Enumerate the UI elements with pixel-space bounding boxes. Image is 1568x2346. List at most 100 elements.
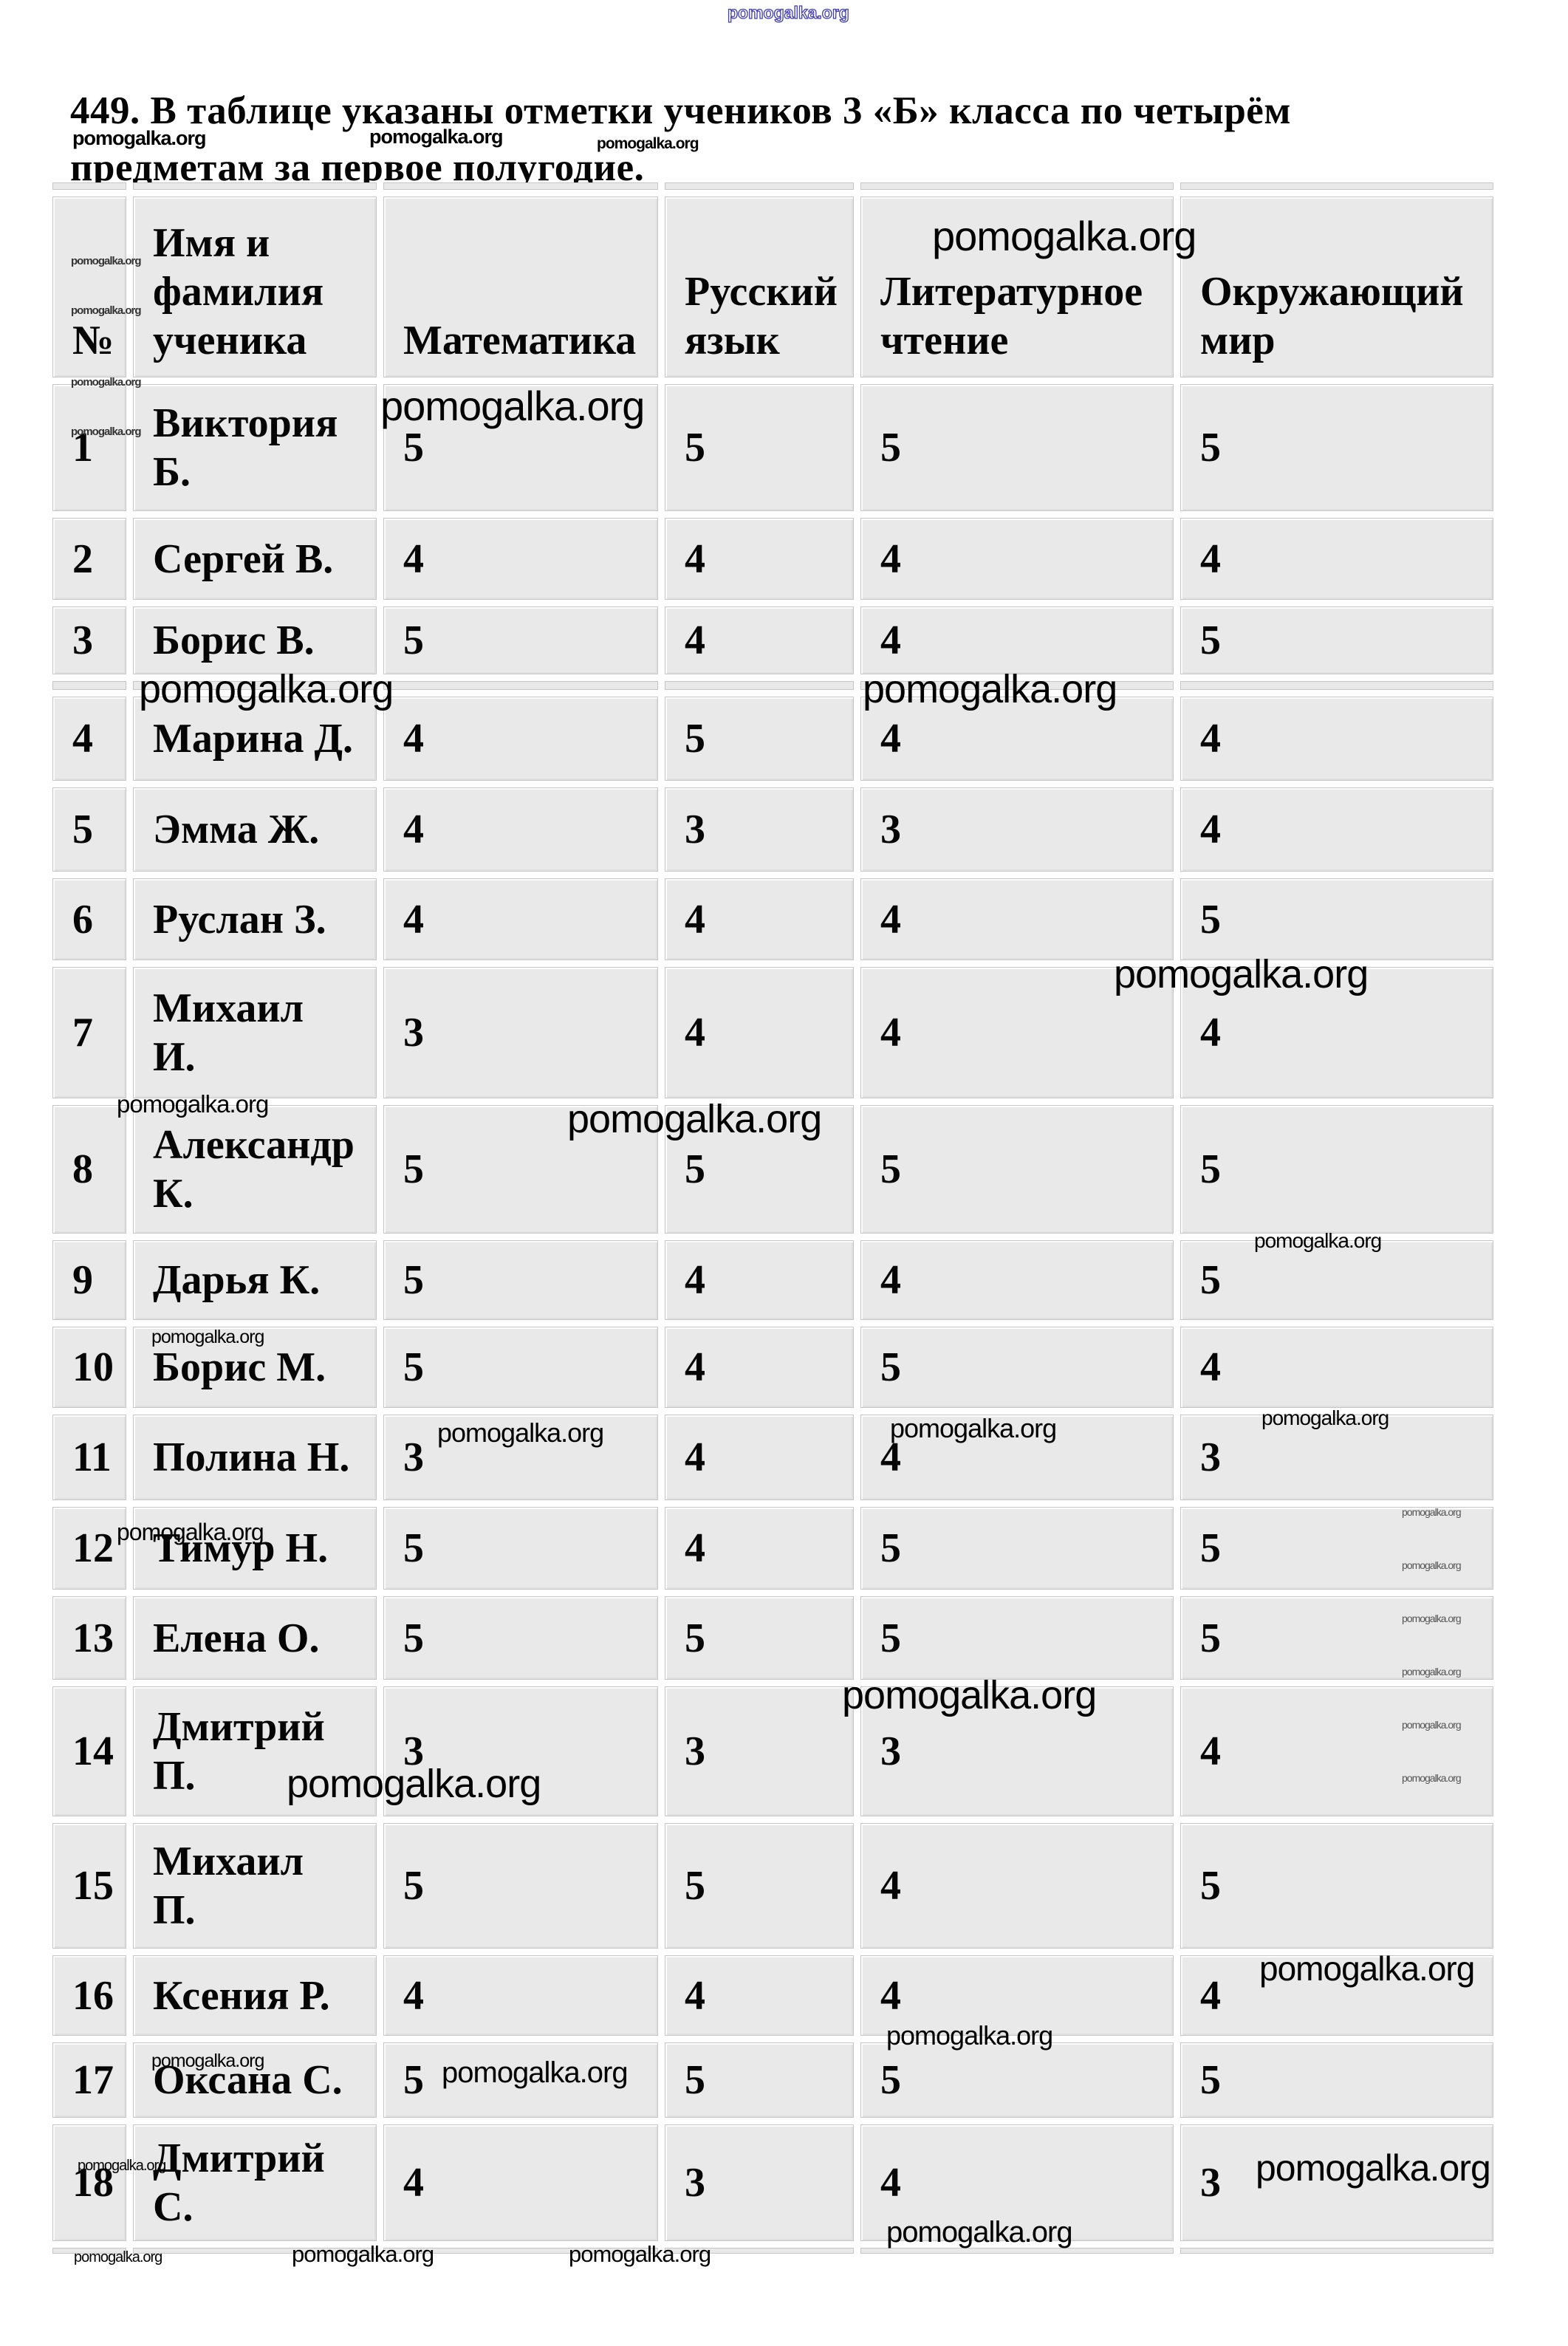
- table-header-row: № Имя и фамилия ученика Математика Русский …: [52, 196, 1493, 377]
- table-row: 18 Дмитрий С. 4 3 4 3: [52, 2124, 1493, 2241]
- row-number-cell: 12: [52, 1507, 126, 1590]
- grade-cell: 5: [1180, 1105, 1493, 1234]
- row-number-cell: 2: [52, 518, 126, 600]
- row-number-cell: 3: [52, 606, 126, 674]
- page-title: 449. В таблице указаны отметки учеников …: [70, 89, 1291, 189]
- spacer-cell: [133, 681, 377, 690]
- student-name-cell: Елена О.: [133, 1596, 377, 1680]
- student-name-cell: Борис В.: [133, 606, 377, 674]
- grade-cell: 5: [1180, 1507, 1493, 1590]
- table-spacer-strip: [52, 2248, 1493, 2254]
- spacer-cell: [860, 2248, 1174, 2254]
- table-row: 12 Тимур Н. 5 4 5 5: [52, 1507, 1493, 1590]
- grade-cell: 4: [860, 606, 1174, 674]
- table-row: 4 Марина Д. 4 5 4 4: [52, 697, 1493, 781]
- grade-cell: 5: [383, 1823, 658, 1949]
- grade-cell: 5: [1180, 1596, 1493, 1680]
- table-spacer-strip: [52, 182, 1493, 190]
- grade-cell: 4: [860, 697, 1174, 781]
- grade-cell: 5: [665, 2042, 854, 2118]
- row-number-cell: 11: [52, 1415, 126, 1500]
- spacer-cell: [52, 2248, 126, 2254]
- grade-cell: 3: [860, 1686, 1174, 1816]
- student-name-cell: Тимур Н.: [133, 1507, 377, 1590]
- grade-cell: 3: [383, 1686, 658, 1816]
- grade-cell: 4: [860, 2124, 1174, 2241]
- table-row: 8 Александр К. 5 5 5 5: [52, 1105, 1493, 1234]
- table-row: 2 Сергей В. 4 4 4 4: [52, 518, 1493, 600]
- grade-cell: 5: [860, 1105, 1174, 1234]
- student-name-cell: Марина Д.: [133, 697, 377, 781]
- grade-cell: 5: [383, 1596, 658, 1680]
- column-header: №: [52, 196, 126, 377]
- row-number-cell: 10: [52, 1327, 126, 1408]
- grade-cell: 3: [665, 2124, 854, 2241]
- grade-cell: 5: [383, 2042, 658, 2118]
- grade-cell: 5: [665, 697, 854, 781]
- spacer-cell: [665, 2248, 854, 2254]
- student-name-cell: Михаил И.: [133, 967, 377, 1098]
- grade-cell: 5: [1180, 878, 1493, 960]
- spacer-cell: [1180, 2248, 1493, 2254]
- row-number-cell: 14: [52, 1686, 126, 1816]
- table-row: 15 Михаил П. 5 5 4 5: [52, 1823, 1493, 1949]
- row-number-cell: 9: [52, 1240, 126, 1320]
- grades-table: № Имя и фамилия ученика Математика Русский …: [46, 176, 1500, 2260]
- student-name-cell: Сергей В.: [133, 518, 377, 600]
- watermark: pomogalka.org: [727, 3, 849, 22]
- grade-cell: 4: [665, 1240, 854, 1320]
- table-row: 13 Елена О. 5 5 5 5: [52, 1596, 1493, 1680]
- grade-cell: 4: [665, 1415, 854, 1500]
- spacer-cell: [1180, 182, 1493, 190]
- spacer-cell: [52, 182, 126, 190]
- student-name-cell: Дмитрий П.: [133, 1686, 377, 1816]
- table-row: 17 Оксана С. 5 5 5 5: [52, 2042, 1493, 2118]
- spacer-cell: [665, 182, 854, 190]
- grade-cell: 4: [860, 1823, 1174, 1949]
- grade-cell: 4: [860, 518, 1174, 600]
- column-header: Литературное чтение: [860, 196, 1174, 377]
- grade-cell: 4: [665, 878, 854, 960]
- grade-cell: 4: [383, 878, 658, 960]
- student-name-cell: Дмитрий С.: [133, 2124, 377, 2241]
- row-number-cell: 15: [52, 1823, 126, 1949]
- grade-cell: 4: [665, 518, 854, 600]
- column-header: Русский язык: [665, 196, 854, 377]
- table-row: 7 Михаил И. 3 4 4 4: [52, 967, 1493, 1098]
- grade-cell: 5: [1180, 1240, 1493, 1320]
- table-row: 3 Борис В. 5 4 4 5: [52, 606, 1493, 674]
- grade-cell: 5: [383, 1507, 658, 1590]
- grade-cell: 4: [665, 1507, 854, 1590]
- table-row: 5 Эмма Ж. 4 3 3 4: [52, 787, 1493, 872]
- grade-cell: 4: [1180, 518, 1493, 600]
- grade-cell: 4: [860, 967, 1174, 1098]
- spacer-cell: [665, 681, 854, 690]
- grade-cell: 4: [383, 1955, 658, 2036]
- grade-cell: 4: [665, 1955, 854, 2036]
- grade-cell: 5: [383, 1240, 658, 1320]
- table-row: 16 Ксения Р. 4 4 4 4: [52, 1955, 1493, 2036]
- column-header: Имя и фамилия ученика: [133, 196, 377, 377]
- grade-cell: 5: [860, 1507, 1174, 1590]
- grade-cell: 5: [665, 1596, 854, 1680]
- grade-cell: 5: [860, 1596, 1174, 1680]
- table-row: 1 Виктория Б. 5 5 5 5: [52, 384, 1493, 511]
- grade-cell: 4: [1180, 1955, 1493, 2036]
- student-name-cell: Эмма Ж.: [133, 787, 377, 872]
- column-header: Математика: [383, 196, 658, 377]
- table-row: 11 Полина Н. 3 4 4 3: [52, 1415, 1493, 1500]
- grade-cell: 5: [860, 384, 1174, 511]
- table-row: 14 Дмитрий П. 3 3 3 4: [52, 1686, 1493, 1816]
- grade-cell: 5: [383, 1327, 658, 1408]
- grade-cell: 4: [383, 697, 658, 781]
- grade-cell: 5: [1180, 2042, 1493, 2118]
- row-number-cell: 17: [52, 2042, 126, 2118]
- spacer-cell: [133, 182, 377, 190]
- grade-cell: 4: [1180, 697, 1493, 781]
- grade-cell: 5: [860, 1327, 1174, 1408]
- grade-cell: 5: [1180, 1823, 1493, 1949]
- student-name-cell: Александр К.: [133, 1105, 377, 1234]
- grade-cell: 4: [860, 1955, 1174, 2036]
- grade-cell: 5: [1180, 606, 1493, 674]
